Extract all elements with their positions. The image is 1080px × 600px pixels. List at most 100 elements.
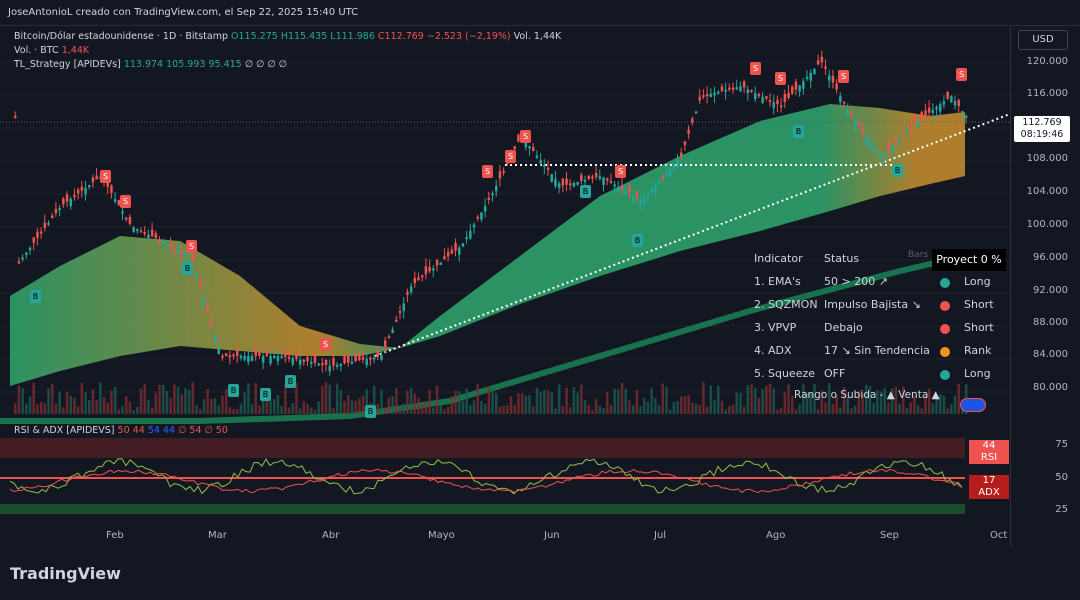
volume-bar — [905, 408, 909, 414]
candle-body — [735, 87, 738, 90]
volume-bar — [890, 388, 894, 414]
volume-bar — [524, 395, 528, 414]
price-chart[interactable] — [0, 26, 1010, 546]
volume-bar — [761, 388, 764, 414]
candle-body — [894, 139, 898, 142]
volume-bar — [176, 386, 180, 414]
vol-value: Vol. 1,44K — [513, 31, 562, 42]
candle-body — [609, 180, 613, 183]
rsi-overbought-zone — [0, 438, 965, 458]
adx-line — [9, 468, 963, 494]
volume-bar — [691, 402, 694, 414]
flag-icon[interactable] — [960, 398, 986, 412]
volume-bar — [705, 406, 709, 414]
candle-body — [798, 85, 801, 92]
candle-body — [335, 364, 339, 367]
volume-legend[interactable]: Vol. · BTC 1,44K — [14, 45, 89, 56]
volume-bar — [554, 408, 557, 414]
chart-canvas[interactable] — [0, 26, 1010, 546]
strategy-label: TL_Strategy [APIDEVs] — [14, 59, 121, 70]
volume-bar — [310, 407, 313, 414]
rsi-badge-label: RSI — [980, 452, 998, 463]
rsi-oversold-zone — [0, 504, 965, 514]
volume-bar — [842, 387, 846, 414]
volume-bar — [250, 404, 254, 414]
volume-bar — [406, 390, 409, 414]
rsi-tick: 25 — [1055, 504, 1068, 515]
volume-bar — [413, 393, 417, 414]
volume-bar — [91, 389, 95, 414]
volume-bar — [125, 396, 128, 414]
volume-bar — [247, 383, 250, 414]
volume-bar — [450, 396, 454, 414]
volume-bar — [332, 408, 335, 414]
candle-body — [213, 335, 217, 341]
sell-signal-marker: S — [775, 72, 786, 85]
candle-body — [824, 66, 827, 69]
row-indicator: 3. VPVP — [754, 321, 797, 334]
candle-body — [694, 111, 698, 114]
row-status: 17 ↘ Sin Tendencia — [824, 344, 930, 357]
volume-bar — [680, 396, 683, 414]
symbol-legend[interactable]: Bitcoin/Dólar estadounidense · 1D · Bits… — [14, 31, 561, 42]
volume-bar — [587, 404, 590, 414]
volume-bar — [458, 391, 461, 414]
candle-body — [202, 298, 206, 306]
volume-bar — [824, 402, 827, 414]
volume-bar — [920, 408, 923, 414]
volume-bar — [768, 383, 772, 414]
ema200-line — [0, 253, 966, 424]
volume-bar — [942, 395, 946, 414]
candle-body — [132, 227, 135, 232]
volume-bar — [498, 406, 502, 414]
currency-button[interactable]: USD — [1018, 30, 1068, 50]
row-indicator: 4. ADX — [754, 344, 792, 357]
volume-bar — [184, 388, 187, 414]
candle-body — [717, 91, 720, 94]
candle-body — [765, 96, 768, 99]
candle-body — [32, 237, 35, 243]
candle-body — [606, 178, 609, 181]
candle-body — [276, 356, 280, 362]
row-signal: Long — [964, 367, 991, 380]
strategy-legend[interactable]: TL_Strategy [APIDEVs] 113.974 105.993 95… — [14, 59, 287, 70]
volume-bar — [606, 392, 609, 414]
candle-body — [254, 350, 257, 356]
candle-body — [387, 336, 391, 339]
candle-body — [280, 356, 283, 359]
price-axis[interactable]: 120.000 116.000 108.000 104.000 100.000 … — [1010, 26, 1080, 546]
volume-bar — [835, 394, 838, 414]
price-tick: 92.000 — [1033, 285, 1068, 296]
candle-body — [47, 222, 50, 225]
volume-bar — [224, 389, 228, 414]
volume-bar — [384, 408, 387, 414]
header-indicator: Indicator — [754, 252, 803, 265]
time-tick: Sep — [880, 530, 899, 541]
candle-body — [661, 176, 664, 179]
volume-bar — [261, 390, 265, 414]
buy-signal-marker: B — [793, 125, 804, 138]
volume-bar — [639, 406, 642, 414]
logo-text: TradingView — [10, 564, 121, 583]
volume-bar — [372, 385, 376, 414]
volume-bar — [702, 382, 705, 414]
candle-body — [217, 347, 220, 354]
candle-body — [953, 101, 957, 106]
row-indicator: 1. EMA's — [754, 275, 801, 288]
price-tick: 88.000 — [1033, 317, 1068, 328]
strategy-table: Indicator Status 1. EMA's 50 > 200 ↗ Lon… — [746, 246, 1006, 406]
volume-bar — [69, 396, 72, 414]
volume-bar — [354, 400, 357, 414]
candle-body — [565, 178, 568, 185]
volume-bar — [654, 398, 657, 414]
candle-body — [665, 172, 668, 177]
candle-body — [117, 200, 121, 206]
candle-body — [905, 130, 909, 133]
rsi-legend[interactable]: RSI & ADX [APIDEVS] 50 44 54 44 ∅ 54 ∅ 5… — [14, 425, 228, 436]
volume-bar — [602, 408, 605, 414]
volume-bar — [798, 404, 801, 414]
buy-signal-marker: B — [285, 375, 296, 388]
adx-badge: 17 ADX — [969, 475, 1009, 499]
candle-body — [913, 115, 916, 124]
candle-body — [502, 170, 505, 173]
